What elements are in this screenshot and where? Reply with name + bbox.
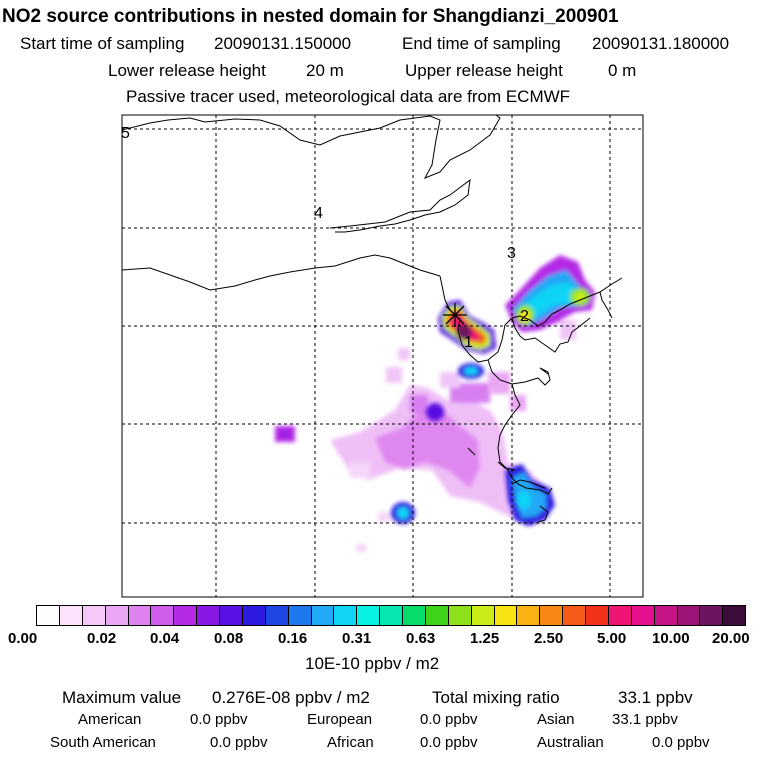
lat-lon-grid xyxy=(122,115,643,597)
grid-label-1: 1 xyxy=(464,334,473,351)
upper-height-label: Upper release height xyxy=(405,61,563,80)
color-scale-cell xyxy=(403,606,426,625)
map-frame xyxy=(121,114,644,598)
region-value-south-american: 0.0 ppbv xyxy=(210,734,268,751)
region-value-asian: 33.1 ppbv xyxy=(612,711,678,728)
color-scale-cell xyxy=(677,606,701,625)
color-scale-cell xyxy=(220,606,243,625)
start-time-label: Start time of sampling xyxy=(20,34,185,53)
color-scale-cell xyxy=(82,606,106,625)
scale-unit: 10E-10 ppbv / m2 xyxy=(305,654,440,673)
start-time-value: 20090131.150000 xyxy=(214,34,352,53)
scale-tick-0: 0.00 xyxy=(8,630,38,647)
scale-tick-1: 0.02 xyxy=(87,630,117,647)
region-name-european: European xyxy=(307,711,373,728)
asterisk-icon xyxy=(443,303,467,327)
scale-tick-3: 0.08 xyxy=(214,630,244,647)
grid-label-3: 3 xyxy=(507,245,516,262)
region-name-australian: Australian xyxy=(537,734,604,751)
color-scale-cell xyxy=(723,606,746,625)
color-scale-cell xyxy=(471,606,495,625)
region-name-asian: Asian xyxy=(537,711,575,728)
color-scale-cell xyxy=(357,606,381,625)
region-value-african: 0.0 ppbv xyxy=(420,734,478,751)
color-scale-cell xyxy=(288,606,312,625)
grid-label-2: 2 xyxy=(520,308,529,325)
plume-northeast xyxy=(505,255,595,332)
color-scale-cell xyxy=(700,606,724,625)
region-name-south-american: South American xyxy=(50,734,156,751)
color-scale-cell xyxy=(37,606,60,625)
upper-height-value: 0 m xyxy=(608,61,637,80)
page-title: NO2 source contributions in nested domai… xyxy=(2,6,619,27)
color-scale-cell xyxy=(311,606,335,625)
color-scale-cell xyxy=(631,606,655,625)
color-scale-cell xyxy=(540,606,564,625)
scale-tick-9: 5.00 xyxy=(597,630,627,647)
color-scale-cell xyxy=(425,606,449,625)
color-scale-bar xyxy=(36,605,746,626)
color-scale-cell xyxy=(448,606,472,625)
plume-hotspot xyxy=(438,300,496,354)
color-scale-cell xyxy=(197,606,220,625)
color-scale-cell xyxy=(608,606,632,625)
max-value: 0.276E-08 ppbv / m2 xyxy=(212,688,370,707)
color-scale-cell xyxy=(586,606,609,625)
map-panel: 5 4 3 2 1 xyxy=(121,114,644,598)
region-value-european: 0.0 ppbv xyxy=(420,711,478,728)
color-scale-cell xyxy=(494,606,518,625)
color-scale-cell xyxy=(59,606,83,625)
max-value-label: Maximum value xyxy=(62,688,182,707)
color-scale-cell xyxy=(242,606,266,625)
plume-south-spots xyxy=(391,363,555,526)
scale-tick-4: 0.16 xyxy=(278,630,308,647)
scale-tick-7: 1.25 xyxy=(470,630,500,647)
total-mixing-label: Total mixing ratio xyxy=(432,688,560,707)
color-scale-cell xyxy=(174,606,198,625)
scale-tick-8: 2.50 xyxy=(534,630,564,647)
region-name-american: American xyxy=(78,711,142,728)
color-scale-cell xyxy=(654,606,678,625)
tracer-note: Passive tracer used, meteorological data… xyxy=(126,87,571,106)
grid-label-4: 4 xyxy=(314,205,323,222)
scale-tick-11: 20.00 xyxy=(712,630,750,647)
total-mixing-value: 33.1 ppbv xyxy=(618,688,693,707)
lower-height-label: Lower release height xyxy=(108,61,266,80)
region-name-african: African xyxy=(327,734,374,751)
scale-tick-10: 10.00 xyxy=(652,630,690,647)
color-scale-cell xyxy=(563,606,586,625)
color-scale-cell xyxy=(105,606,129,625)
color-scale-cell xyxy=(334,606,358,625)
scale-tick-5: 0.31 xyxy=(342,630,372,647)
scale-tick-2: 0.04 xyxy=(150,630,180,647)
color-scale-cell xyxy=(517,606,541,625)
end-time-value: 20090131.180000 xyxy=(592,34,730,53)
lower-height-value: 20 m xyxy=(306,61,344,80)
color-scale-cell xyxy=(128,606,152,625)
color-scale-cell xyxy=(265,606,289,625)
end-time-label: End time of sampling xyxy=(402,34,561,53)
color-scale-cell xyxy=(380,606,403,625)
scale-tick-6: 0.63 xyxy=(406,630,436,647)
region-value-american: 0.0 ppbv xyxy=(190,711,248,728)
color-scale-cell xyxy=(151,606,175,625)
coastlines xyxy=(121,114,623,523)
region-value-australian: 0.0 ppbv xyxy=(652,734,710,751)
grid-label-5: 5 xyxy=(121,125,130,142)
